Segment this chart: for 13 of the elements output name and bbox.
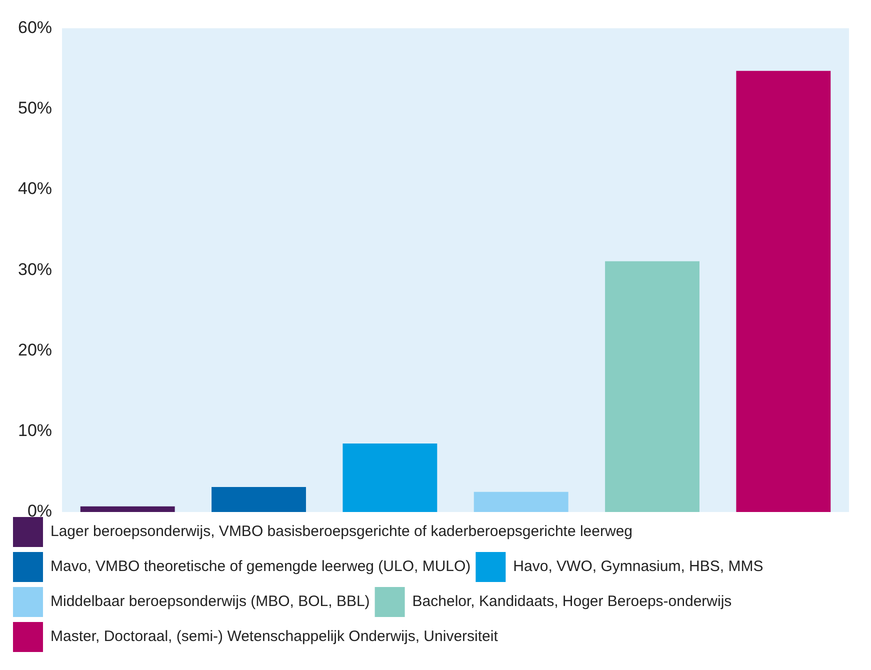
- y-tick-label: 10%: [18, 421, 52, 440]
- legend-label: Middelbaar beroepsonderwijs (MBO, BOL, BBL): [50, 593, 370, 610]
- y-tick-label: 20%: [18, 340, 52, 360]
- legend-label: Lager beroepsonderwijs, VMBO basisberoepsgerichte of kaderberoepsgerichte leerweg: [50, 523, 632, 540]
- legend-label: Havo, VWO, Gymnasium, HBS, MMS: [513, 558, 764, 576]
- y-tick-label: 0%: [27, 502, 52, 521]
- y-tick-label: 60%: [18, 18, 52, 37]
- y-tick-label: 50%: [18, 98, 52, 118]
- legend-label: Bachelor, Kandidaats, Hoger Beroeps-onderwijs: [412, 593, 732, 610]
- legend-label: Mavo, VMBO theoretische of gemengde leerweg (ULO, MULO): [50, 558, 471, 576]
- legend-label: Master, Doctoraal, (semi-) Wetenschappelijk Onderwijs, Universiteit: [50, 628, 499, 646]
- y-tick-label: 30%: [18, 260, 52, 279]
- y-tick-label: 40%: [18, 179, 52, 198]
